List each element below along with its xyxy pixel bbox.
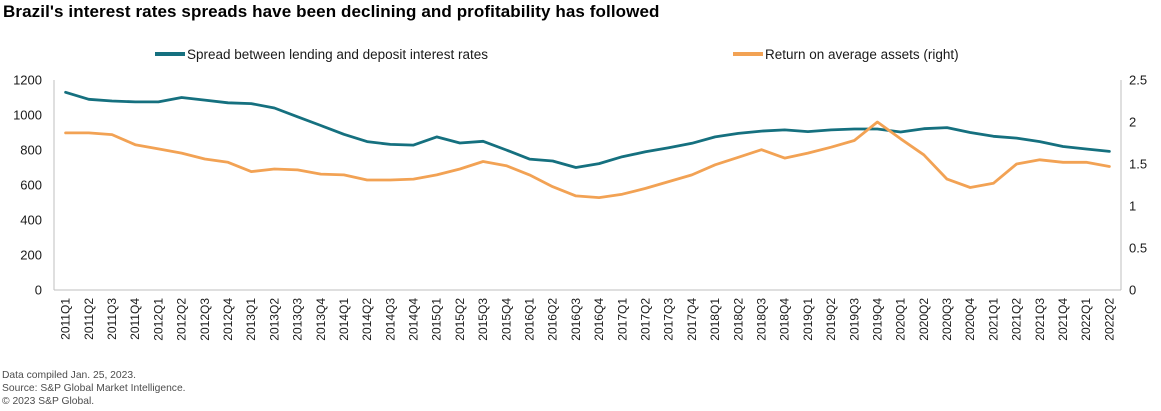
y-axis-right-tick-label: 1.5: [1129, 157, 1147, 172]
x-axis-tick-label: 2021Q1: [986, 298, 1000, 341]
x-axis-tick-label: 2015Q1: [430, 298, 444, 341]
y-axis-left-tick-label: 1200: [13, 73, 42, 88]
y-axis-left-tick-label: 0: [35, 283, 42, 298]
legend-label-roaa: Return on average assets (right): [765, 46, 959, 62]
x-axis-tick-label: 2021Q3: [1033, 298, 1047, 341]
x-axis-tick-label: 2020Q2: [917, 298, 931, 341]
x-axis-tick-label: 2013Q4: [314, 298, 328, 341]
x-axis-tick-label: 2020Q4: [963, 298, 977, 341]
x-axis-tick-label: 2012Q3: [198, 298, 212, 341]
x-axis-tick-label: 2022Q1: [1079, 298, 1093, 341]
x-axis-tick-label: 2021Q2: [1010, 298, 1024, 341]
x-axis-tick-label: 2020Q3: [940, 298, 954, 341]
x-axis-tick-label: 2015Q2: [453, 298, 467, 341]
legend-item-roaa: Return on average assets (right): [733, 44, 959, 64]
x-axis-tick-label: 2017Q3: [662, 298, 676, 341]
y-axis-left-tick-label: 800: [20, 143, 42, 158]
y-axis-right-tick-label: 2: [1129, 115, 1136, 130]
x-axis-tick-label: 2013Q3: [291, 298, 305, 341]
x-axis-tick-label: 2017Q1: [615, 298, 629, 341]
y-axis-right-tick-label: 1: [1129, 199, 1136, 214]
y-axis-left-tick-label: 600: [20, 178, 42, 193]
x-axis-tick-label: 2018Q4: [778, 298, 792, 341]
footer-source-note: Source: S&P Global Market Intelligence.: [2, 383, 186, 394]
x-axis-tick-label: 2012Q1: [151, 298, 165, 341]
x-axis-tick-label: 2011Q4: [128, 298, 142, 340]
x-axis-tick-label: 2016Q1: [523, 298, 537, 341]
legend-line-swatch-spread: [155, 52, 185, 56]
x-axis-tick-label: 2016Q3: [569, 298, 583, 341]
line-series-roaa: [64, 120, 1111, 199]
x-axis-tick-label: 2011Q2: [82, 298, 96, 340]
chart-footer: Data compiled Jan. 25, 2023. Source: S&P…: [2, 369, 186, 408]
x-axis-tick-label: 2012Q2: [175, 298, 189, 341]
line-series-spread: [64, 90, 1111, 169]
x-axis-tick-label: 2011Q1: [59, 298, 73, 340]
x-axis-tick-label: 2013Q1: [244, 298, 258, 341]
y-axis-left-tick-label: 1000: [13, 108, 42, 123]
x-axis-tick-label: 2022Q2: [1102, 298, 1116, 341]
x-axis-tick-label: 2017Q4: [685, 298, 699, 341]
x-axis-tick-label: 2018Q3: [755, 298, 769, 341]
x-axis-tick-label: 2015Q4: [499, 298, 513, 341]
chart-canvas: 0 200 400 600 800 1000 1200 0 0.5 1 1.5 2 2.5 2011Q1 2…: [13, 73, 1147, 341]
x-axis-tick-label: 2015Q3: [476, 298, 490, 341]
footer-compiled-note: Data compiled Jan. 25, 2023.: [2, 370, 136, 381]
y-axis-left-tick-label: 200: [20, 248, 42, 263]
x-axis-tick-label: 2019Q2: [824, 298, 838, 341]
x-axis-tick-label: 2014Q3: [383, 298, 397, 341]
x-axis-tick-label: 2012Q4: [221, 298, 235, 341]
y-axis-right-tick-label: 2.5: [1129, 73, 1147, 88]
x-axis-tick-label: 2021Q4: [1056, 298, 1070, 341]
x-axis-tick-label: 2011Q3: [105, 298, 119, 340]
legend-item-spread: Spread between lending and deposit inter…: [155, 44, 488, 64]
x-axis-tick-label: 2017Q2: [639, 298, 653, 341]
x-axis-tick-label: 2018Q2: [731, 298, 745, 341]
x-axis-tick-label: 2014Q1: [337, 298, 351, 341]
x-axis-tick-label: 2014Q2: [360, 298, 374, 341]
y-axis-right-tick-label: 0.5: [1129, 241, 1147, 256]
legend-label-spread: Spread between lending and deposit inter…: [187, 46, 488, 62]
y-axis-right-tick-label: 0: [1129, 283, 1136, 298]
x-axis-tick-label: 2019Q4: [870, 298, 884, 341]
footer-copyright-note: © 2023 S&P Global.: [2, 396, 95, 407]
chart-title: Brazil's interest rates spreads have bee…: [3, 2, 660, 21]
x-axis-tick-label: 2020Q1: [894, 298, 908, 341]
chart-legend: Spread between lending and deposit inter…: [0, 44, 1161, 64]
x-axis-tick-label: 2019Q3: [847, 298, 861, 341]
legend-line-swatch-roaa: [733, 52, 763, 56]
x-axis-tick-label: 2019Q1: [801, 298, 815, 341]
x-axis-tick-label: 2016Q4: [592, 298, 606, 341]
x-axis-tick-label: 2018Q1: [708, 298, 722, 341]
x-axis-tick-label: 2014Q4: [407, 298, 421, 341]
y-axis-left-tick-label: 400: [20, 213, 42, 228]
x-axis-tick-label: 2016Q2: [546, 298, 560, 341]
x-axis-tick-label: 2013Q2: [267, 298, 281, 341]
